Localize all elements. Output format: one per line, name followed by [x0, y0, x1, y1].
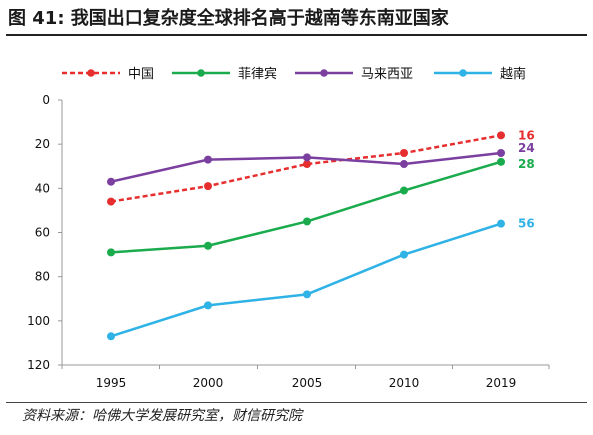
source-divider [6, 402, 587, 403]
data-point [303, 217, 311, 226]
data-point [497, 219, 505, 228]
y-tick-label: 120 [27, 358, 50, 372]
data-point [497, 131, 505, 140]
source-note: 资料来源：哈佛大学发展研究室，财信研究院 [22, 408, 302, 424]
data-point [400, 186, 408, 195]
legend-swatch-marker [459, 69, 467, 77]
y-tick-label: 40 [35, 181, 50, 195]
data-point [107, 332, 115, 341]
y-tick-label: 20 [35, 137, 50, 151]
end-value-label: 56 [518, 217, 535, 231]
x-tick-label: 2019 [486, 376, 517, 390]
legend: 中国 菲律宾 马来西亚 越南 [62, 66, 526, 82]
data-point [400, 160, 408, 169]
legend-label: 越南 [500, 66, 526, 82]
y-tick-label: 0 [42, 93, 50, 107]
data-point [400, 149, 408, 157]
data-point [497, 149, 505, 157]
data-point [107, 248, 115, 257]
legend-label: 中国 [128, 67, 154, 82]
data-point [400, 250, 408, 259]
x-tick-label: 2005 [292, 376, 323, 390]
data-point [303, 153, 311, 162]
legend-swatch-marker [87, 69, 95, 77]
legend-label: 马来西亚 [361, 67, 413, 82]
x-tick-label: 2000 [193, 376, 224, 390]
legend-label: 菲律宾 [238, 66, 277, 82]
x-tick-label: 1995 [96, 376, 127, 390]
x-tick-label: 2010 [389, 376, 420, 390]
data-point [303, 160, 311, 169]
y-tick-label: 100 [27, 314, 50, 328]
end-value-label: 24 [518, 141, 535, 155]
end-labels: 16 28 24 56 [518, 128, 535, 230]
legend-swatch-marker [320, 69, 328, 77]
axes: 0 20 40 60 80 100 120 1995 2000 2005 2010 2019 [27, 93, 550, 390]
data-point [497, 157, 505, 166]
data-point [303, 290, 311, 299]
data-point [107, 197, 115, 206]
data-point [204, 155, 212, 164]
y-tick-label: 60 [35, 226, 50, 240]
end-value-label: 28 [518, 157, 535, 171]
legend-swatch-marker [197, 69, 205, 77]
series-line [110, 134, 502, 203]
series-line [110, 222, 502, 338]
data-point [204, 301, 212, 310]
title-divider [6, 34, 587, 36]
series-line [110, 160, 502, 254]
data-point [204, 182, 212, 191]
chart-title: 图 41: 我国出口复杂度全球排名高于越南等东南亚国家 [8, 8, 449, 29]
data-point [204, 241, 212, 250]
series-lines [107, 131, 505, 341]
data-point [107, 177, 115, 186]
y-tick-label: 80 [35, 270, 50, 284]
end-value-label: 16 [518, 128, 535, 142]
